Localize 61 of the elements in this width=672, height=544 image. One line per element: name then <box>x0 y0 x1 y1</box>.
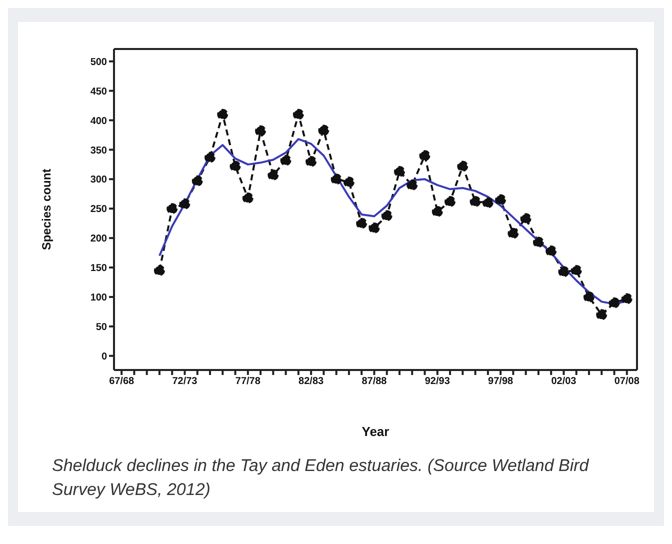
y-tick-label: 500 <box>90 56 108 68</box>
point <box>608 297 620 308</box>
point <box>558 266 570 278</box>
point <box>292 108 304 120</box>
point <box>596 309 608 320</box>
point <box>482 197 494 208</box>
point <box>381 210 392 222</box>
y-tick-label: 400 <box>90 116 108 127</box>
point <box>508 228 519 239</box>
y-tick-label: 50 <box>96 322 108 333</box>
point <box>457 160 468 172</box>
x-axis-title: Year <box>362 424 390 439</box>
point <box>394 166 405 178</box>
point <box>255 125 266 136</box>
point <box>356 218 368 229</box>
y-tick-label: 350 <box>90 145 108 156</box>
point <box>419 150 430 162</box>
point <box>166 203 178 214</box>
point <box>583 291 594 302</box>
point <box>520 213 532 224</box>
point <box>179 198 190 210</box>
point <box>470 196 481 208</box>
x-tick-label: 02/03 <box>551 376 577 388</box>
point <box>532 236 544 248</box>
point <box>368 222 380 234</box>
y-tick-label: 0 <box>101 351 108 362</box>
point <box>570 264 582 276</box>
y-tick-label: 450 <box>90 86 108 98</box>
point <box>204 152 216 163</box>
x-tick-label: 87/88 <box>362 376 388 388</box>
x-tick-label: 07/08 <box>614 376 640 388</box>
y-tick-label: 300 <box>90 174 108 186</box>
point <box>242 192 254 204</box>
y-axis-title: Species count <box>39 168 54 250</box>
point <box>432 206 443 218</box>
point <box>318 124 330 136</box>
point <box>192 175 203 186</box>
point <box>444 196 456 208</box>
point <box>217 108 228 120</box>
x-tick-label: 97/98 <box>488 376 514 388</box>
point <box>268 170 279 181</box>
point <box>495 194 506 206</box>
x-tick-label: 77/78 <box>235 376 261 388</box>
point <box>330 174 342 185</box>
point <box>546 246 557 257</box>
point <box>230 160 241 172</box>
y-tick-label: 150 <box>90 263 108 274</box>
y-tick-label: 200 <box>90 234 108 245</box>
x-tick-label: 72/73 <box>172 376 198 388</box>
point <box>154 264 165 276</box>
y-tick-label: 100 <box>90 292 108 304</box>
point <box>343 176 354 188</box>
point <box>406 180 418 191</box>
x-tick-label: 92/93 <box>424 376 450 388</box>
x-tick-label: 67/68 <box>109 376 135 388</box>
point <box>280 154 292 166</box>
y-tick-label: 250 <box>90 204 108 216</box>
point <box>621 293 632 304</box>
point <box>306 156 317 167</box>
x-tick-label: 82/83 <box>298 376 324 388</box>
text: Shelduck declines in the Tay and Eden estuaries. (Source Wetland Bird Survey WeBS, 2012) <box>52 455 590 501</box>
